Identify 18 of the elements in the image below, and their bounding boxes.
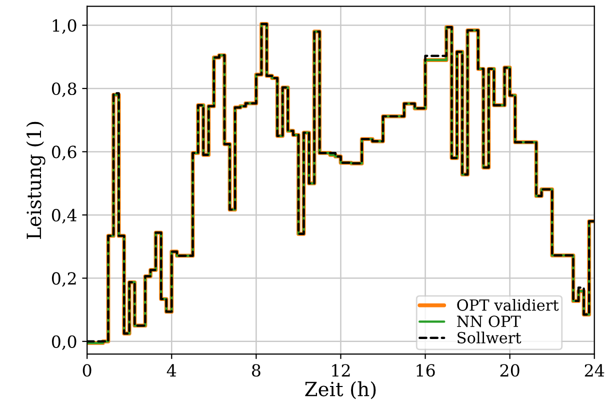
x-tick-label: 0: [82, 364, 92, 377]
legend-label: NN OPT: [457, 316, 521, 328]
y-tick-label: 0,2: [52, 272, 76, 287]
x-axis-title: Zeit (h): [305, 381, 376, 400]
y-tick-label: 0,0: [52, 335, 76, 350]
y-axis-title: Leistung (1): [26, 122, 46, 239]
y-tick-label: 0,4: [52, 208, 77, 224]
x-tick-label: 24: [584, 364, 604, 376]
x-tick-label: 8: [252, 364, 260, 377]
x-tick-label: 4: [166, 364, 176, 376]
y-tick-label: 0,8: [52, 82, 76, 98]
x-tick-label: 16: [416, 364, 435, 377]
x-tick-label: 20: [500, 364, 520, 377]
y-tick-label: 0,6: [52, 146, 76, 160]
y-tick-label: 1,0: [52, 19, 76, 34]
legend-label: OPT validiert: [457, 299, 559, 311]
legend-label: Sollwert: [458, 332, 522, 344]
x-tick-label: 12: [332, 364, 350, 376]
